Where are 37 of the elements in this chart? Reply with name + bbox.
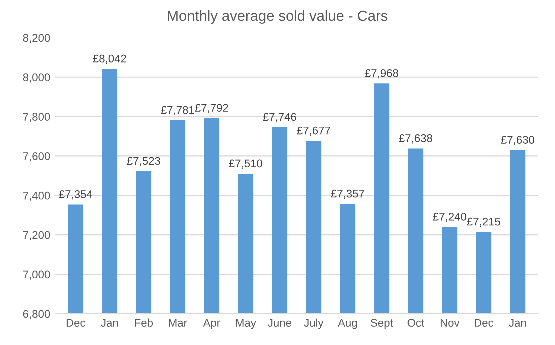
x-tick-label: Dec [474, 319, 494, 327]
y-tick-label: 7,600 [23, 152, 50, 162]
x-tick-label: July [304, 318, 324, 330]
x-tick-label: Mar [169, 319, 188, 327]
data-label: £7,357 [331, 190, 364, 200]
y-tick-label: 8,000 [23, 74, 50, 83]
data-label: £7,968 [365, 69, 398, 79]
y-tick-label: 7,800 [23, 113, 50, 122]
x-tick-label: May [236, 319, 256, 330]
x-tick-label: Oct [408, 319, 424, 327]
y-tick-label: 8,200 [23, 34, 50, 44]
data-label: £7,215 [467, 218, 500, 228]
y-tick-label: 7,200 [23, 231, 50, 241]
x-tick-label: Dec [66, 319, 86, 327]
chart-title: Monthly average sold value - Cars [168, 10, 388, 24]
y-tick-label: 7,400 [23, 192, 50, 202]
data-label: £7,677 [297, 126, 330, 136]
y-tick-label: 6,800 [23, 310, 50, 320]
data-label: £7,781 [161, 106, 194, 116]
data-label: £7,630 [501, 136, 535, 146]
data-label: £7,746 [263, 113, 296, 122]
data-label: £8,042 [93, 54, 126, 64]
x-tick-label: Sept [371, 319, 394, 330]
x-tick-label: Feb [135, 318, 154, 327]
x-tick-label: Jan [101, 319, 118, 327]
x-tick-label: Apr [203, 319, 220, 330]
y-tick-label: 7,000 [23, 270, 50, 280]
data-label: £7,523 [127, 157, 160, 166]
data-label: £7,240 [433, 212, 466, 222]
data-label: £7,792 [195, 104, 228, 114]
x-tick-label: Aug [338, 319, 358, 330]
data-label: £7,354 [59, 190, 93, 200]
x-tick-label: Nov [440, 319, 460, 327]
x-tick-label: June [268, 319, 292, 327]
data-label: £7,638 [399, 134, 432, 144]
data-label: £7,510 [229, 160, 262, 169]
x-tick-label: Jan [509, 319, 526, 327]
